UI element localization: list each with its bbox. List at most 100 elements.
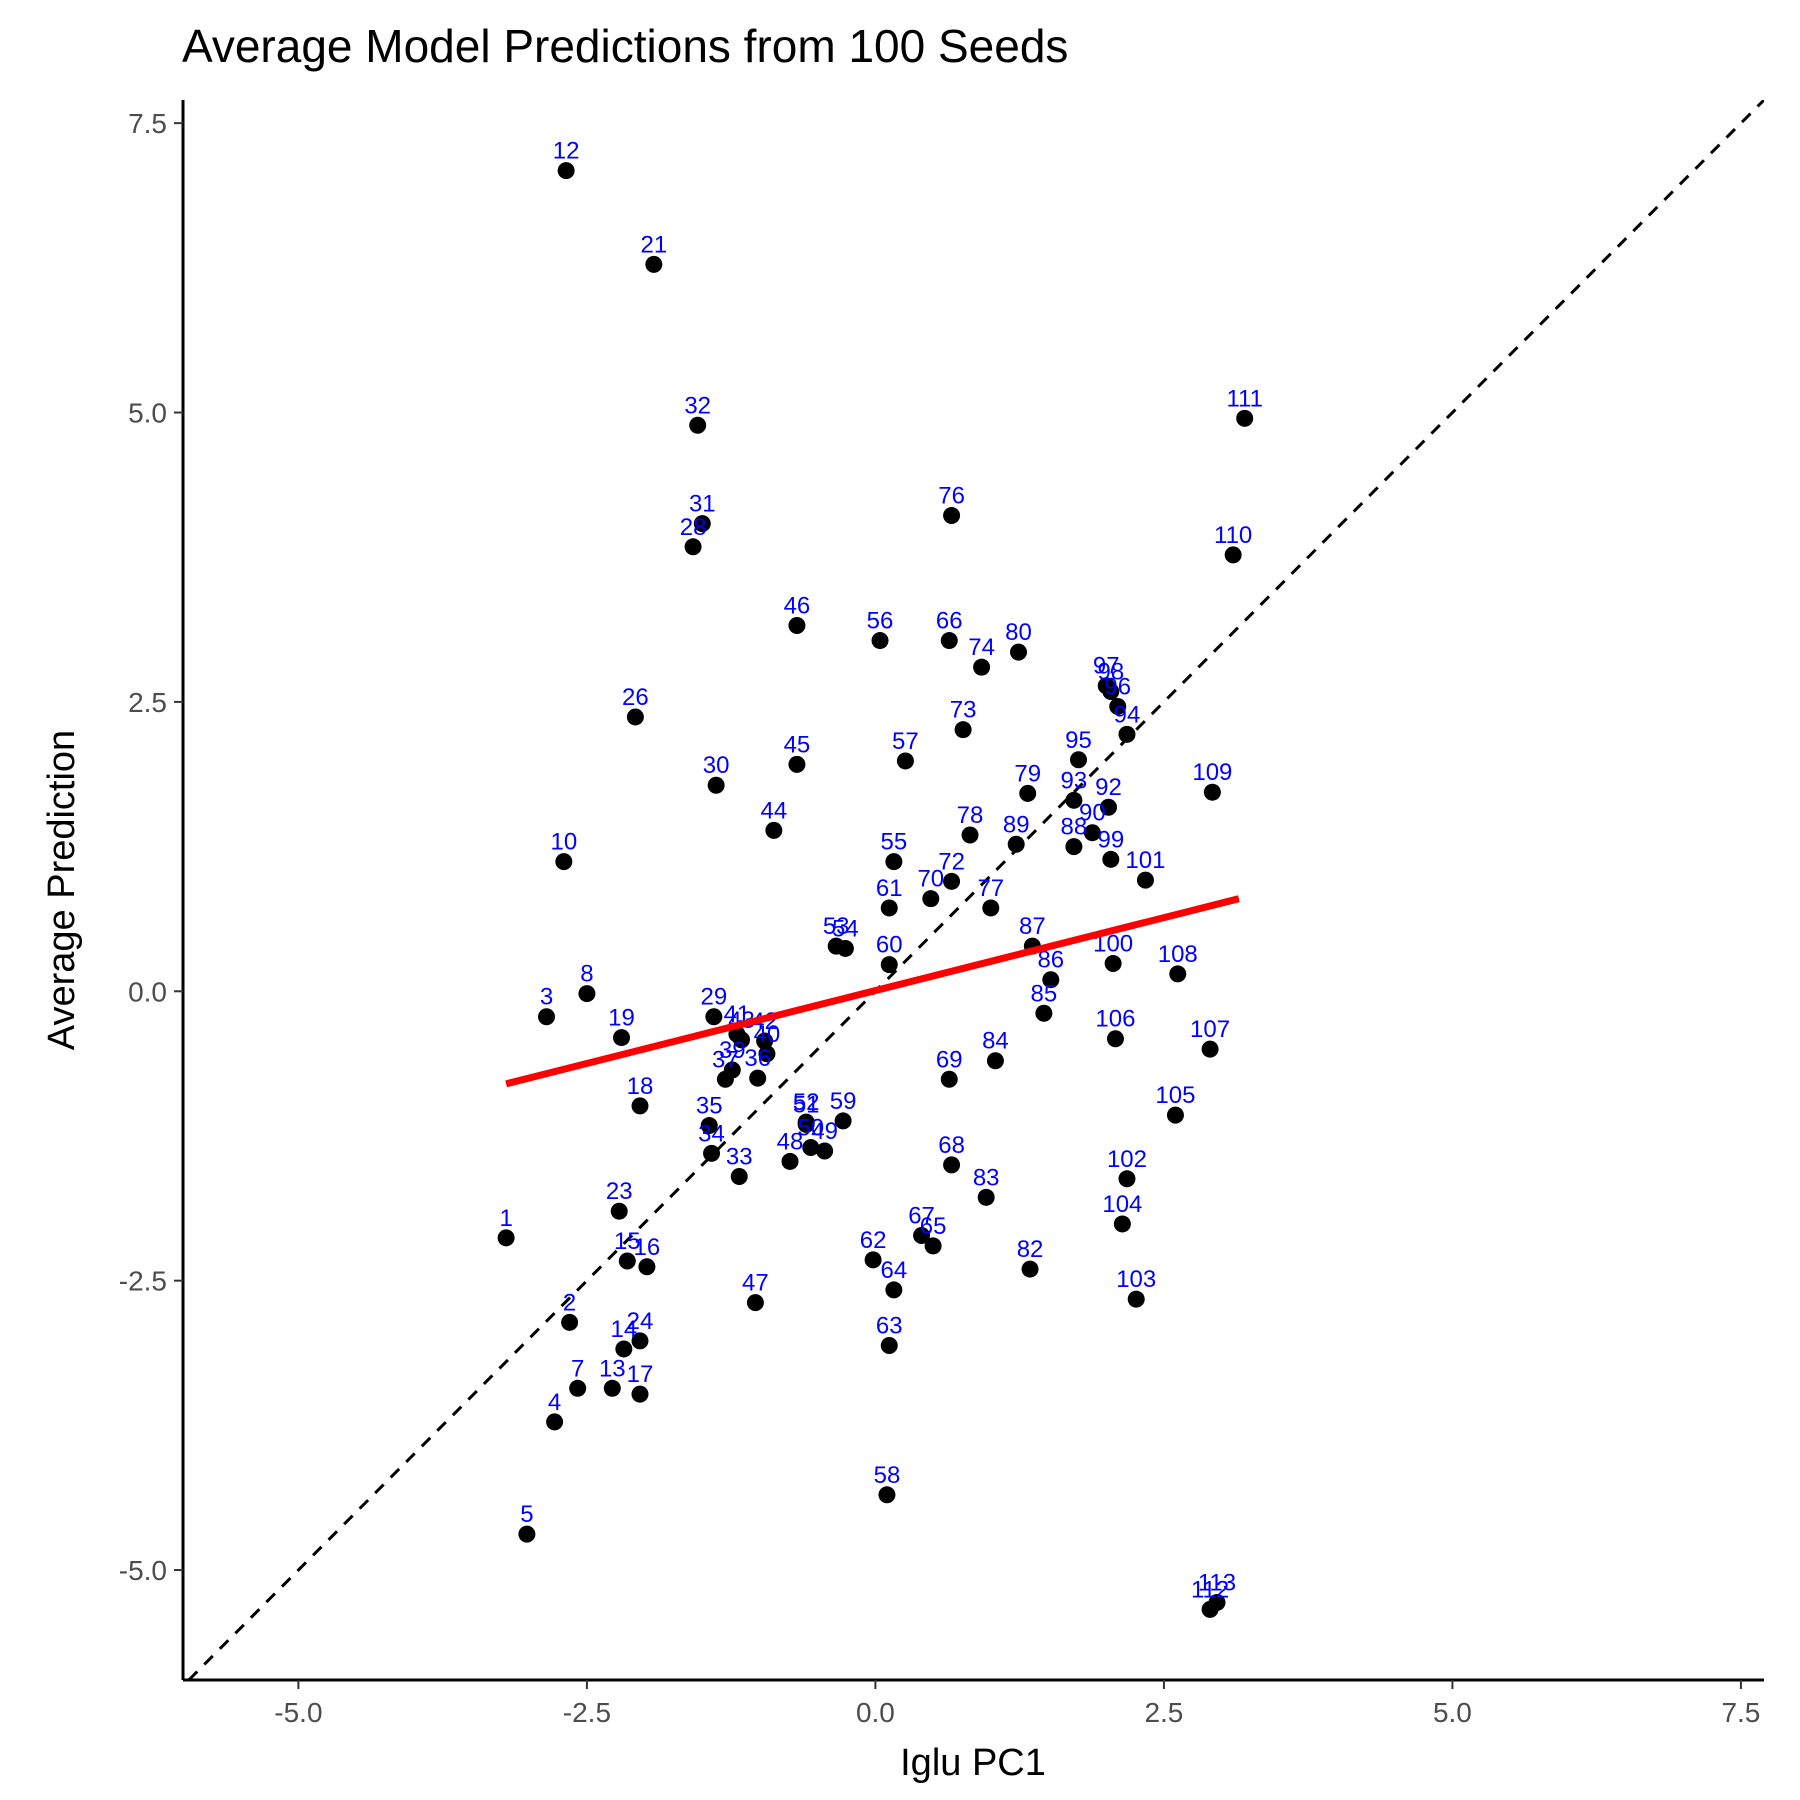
data-point [1118, 725, 1136, 743]
data-point [626, 708, 644, 726]
point-label: 19 [608, 1005, 635, 1032]
data-point [977, 1188, 995, 1206]
data-point [1208, 1593, 1226, 1611]
data-point [1021, 1260, 1039, 1278]
point-label: 58 [874, 1462, 901, 1489]
point-label: 98 [1097, 658, 1124, 685]
point-label: 47 [742, 1270, 769, 1297]
data-point [497, 1229, 515, 1247]
point-label: 50 [797, 1115, 824, 1142]
data-point [880, 1336, 898, 1354]
data-point [1035, 1004, 1053, 1022]
point-label: 32 [684, 392, 711, 419]
data-point [943, 872, 961, 890]
data-point [781, 1152, 799, 1170]
data-point [982, 899, 1000, 917]
point-label: 29 [700, 984, 727, 1011]
data-point [730, 1167, 748, 1185]
data-point [836, 939, 854, 957]
point-label: 113 [1198, 1569, 1236, 1596]
data-point [1100, 798, 1118, 816]
data-point [1118, 1170, 1136, 1188]
data-point [703, 1144, 721, 1162]
data-point [896, 752, 914, 770]
data-point [707, 776, 725, 794]
point-label: 39 [719, 1037, 746, 1064]
point-label: 72 [938, 848, 965, 875]
data-point [1070, 751, 1088, 769]
data-point [1136, 871, 1154, 889]
data-point [631, 1097, 649, 1115]
data-point [684, 538, 702, 556]
chart-title: Average Model Predictions from 100 Seeds [182, 20, 1068, 72]
point-label: 96 [1104, 674, 1131, 701]
point-label: 80 [1005, 619, 1032, 646]
x-tick-label: -5.0 [274, 1697, 322, 1728]
point-label: 35 [696, 1093, 723, 1120]
data-point [631, 1385, 649, 1403]
data-point [618, 1252, 636, 1270]
point-label: 105 [1155, 1082, 1195, 1109]
point-label: 44 [761, 797, 788, 824]
data-point [922, 890, 940, 908]
data-point [834, 1112, 852, 1130]
data-point [610, 1202, 628, 1220]
point-label: 108 [1158, 941, 1198, 968]
point-label: 88 [1061, 814, 1088, 841]
point-label: 85 [1031, 980, 1058, 1007]
data-point [561, 1313, 579, 1331]
data-point [631, 1332, 649, 1350]
point-label: 87 [1019, 913, 1046, 940]
ticks-layer: -5.0 -2.5 0.0 2.5 5.0 7.5 -5.0 -2.5 0.0 2.5 5.0 7.5 [119, 108, 1761, 1728]
data-point [1106, 1030, 1124, 1048]
point-label: 84 [982, 1028, 1009, 1055]
data-point [705, 1008, 723, 1026]
data-point [603, 1379, 621, 1397]
data-point [615, 1340, 633, 1358]
data-point [1236, 409, 1254, 427]
point-label: 31 [689, 491, 716, 518]
point-label: 51 [793, 1091, 820, 1118]
data-point [1065, 791, 1083, 809]
point-label: 4 [548, 1389, 561, 1416]
data-point [885, 853, 903, 871]
point-label: 67 [908, 1203, 935, 1230]
data-point [1166, 1106, 1184, 1124]
data-point [797, 1113, 815, 1131]
point-label: 90 [1079, 800, 1106, 827]
point-label: 28 [680, 514, 707, 541]
x-tick-label: 7.5 [1721, 1697, 1760, 1728]
y-axis-title: Average Prediction [41, 730, 83, 1050]
x-tick-label: 0.0 [856, 1697, 895, 1728]
data-point [1065, 838, 1083, 856]
data-point [943, 1156, 961, 1174]
data-point [765, 821, 783, 839]
point-label: 52 [793, 1089, 820, 1116]
point-label: 15 [614, 1228, 641, 1255]
point-label: 77 [977, 875, 1004, 902]
point-labels-layer: 1234578101213141516171819212324262829303… [499, 138, 1262, 1604]
data-point [689, 416, 707, 434]
point-label: 65 [920, 1213, 947, 1240]
data-point [733, 1031, 751, 1049]
data-point [538, 1008, 556, 1026]
point-label: 74 [968, 634, 995, 661]
point-label: 95 [1065, 727, 1092, 754]
point-label: 63 [876, 1312, 903, 1339]
point-label: 55 [881, 829, 908, 856]
point-label: 7 [571, 1355, 584, 1382]
point-label: 1 [499, 1205, 512, 1232]
point-label: 56 [867, 608, 894, 635]
point-label: 40 [754, 1021, 781, 1048]
point-label: 2 [563, 1289, 576, 1316]
data-point [1104, 955, 1122, 973]
point-label: 30 [703, 752, 730, 779]
data-point [1010, 643, 1028, 661]
data-point [1083, 824, 1101, 842]
data-point [913, 1227, 931, 1245]
data-point [758, 1045, 776, 1063]
x-tick-label: -2.5 [563, 1697, 611, 1728]
point-label: 12 [553, 138, 580, 165]
point-label: 73 [950, 697, 977, 724]
data-point [878, 1486, 896, 1504]
